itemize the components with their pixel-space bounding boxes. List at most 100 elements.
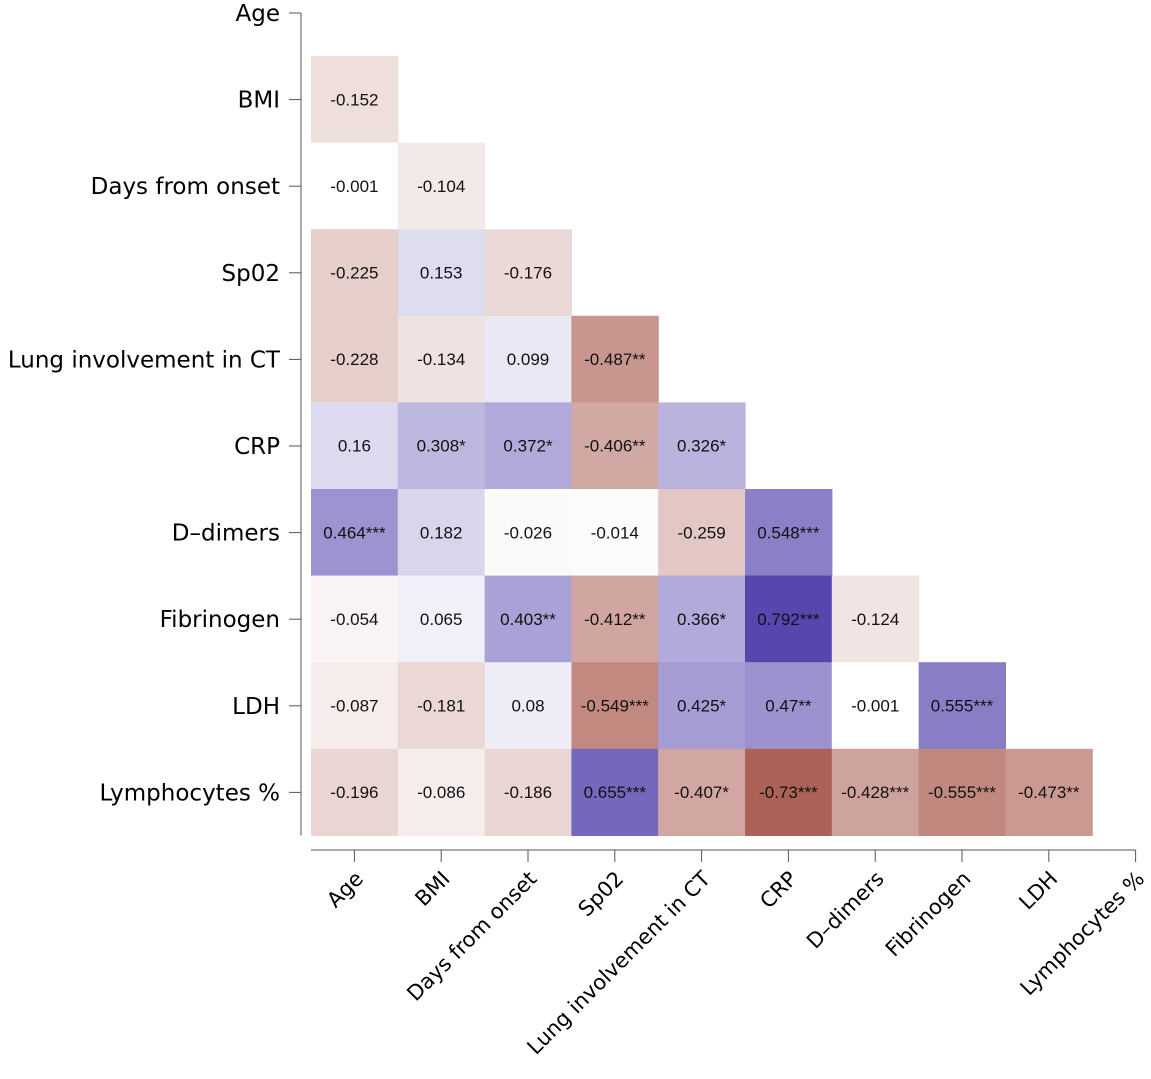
heatmap-cell [311, 662, 399, 750]
heatmap-cell [745, 748, 833, 836]
heatmap-cell [831, 662, 920, 750]
x-tick-label: D–dimers [802, 867, 889, 954]
heatmap-cell [658, 489, 746, 577]
heatmap-cell [484, 489, 572, 577]
heatmap-cell [831, 748, 920, 836]
heatmap-cell [397, 748, 486, 836]
cell-value-label: 0.182 [420, 523, 463, 542]
cell-value-label: -0.473** [1018, 783, 1080, 802]
cell-value-label: 0.464*** [323, 523, 386, 542]
y-tick-label: LDH [232, 694, 280, 720]
cell-value-label: -0.196 [330, 783, 378, 802]
x-tick-label: Fibrinogen [881, 867, 976, 962]
cell-value-label: 0.403** [500, 610, 556, 629]
heatmap-cell [397, 142, 486, 230]
cell-value-label: 0.372* [503, 437, 553, 456]
cell-value-label: -0.555*** [928, 783, 996, 802]
heatmap-cell [745, 575, 833, 663]
y-tick-label: D–dimers [172, 521, 280, 547]
heatmap-cell [397, 315, 486, 403]
cell-value-label: 0.326* [677, 437, 727, 456]
heatmap-cell [571, 402, 659, 490]
cell-value-label: -0.181 [417, 697, 465, 716]
heatmap-cell [397, 229, 486, 317]
cell-value-label: -0.124 [851, 610, 899, 629]
cell-value-label: 0.425* [677, 697, 727, 716]
heatmap-cell [397, 662, 486, 750]
cell-value-label: -0.134 [417, 350, 465, 369]
heatmap-cell [571, 662, 659, 750]
cell-value-label: 0.555*** [931, 697, 994, 716]
y-tick-label: Age [236, 1, 280, 27]
cell-value-label: -0.428*** [841, 783, 909, 802]
x-tick-label: LDH [1014, 867, 1062, 915]
y-tick-label: Fibrinogen [160, 607, 280, 633]
cell-value-label: -0.176 [504, 264, 552, 283]
heatmap-cell [311, 748, 399, 836]
heatmap-cell [397, 402, 486, 490]
cell-value-label: -0.406** [584, 437, 646, 456]
heatmap-cell [311, 402, 399, 490]
y-tick-label: Lymphocytes % [99, 780, 280, 806]
cell-value-label: 0.08 [511, 697, 544, 716]
cell-value-label: 0.099 [507, 350, 550, 369]
cell-value-label: -0.186 [504, 783, 552, 802]
heatmap-cell [571, 575, 659, 663]
cell-value-label: -0.228 [330, 350, 378, 369]
cell-value-label: -0.487** [584, 350, 646, 369]
heatmap-cell [311, 142, 399, 230]
heatmap-cell [311, 56, 399, 144]
cell-value-label: -0.549*** [581, 697, 649, 716]
cell-value-label: -0.152 [330, 90, 378, 109]
heatmap-cell [571, 489, 659, 577]
heatmap-cell [658, 575, 746, 663]
cell-value-label: -0.73*** [759, 783, 818, 802]
cell-value-label: -0.225 [330, 264, 378, 283]
cell-value-label: 0.16 [338, 437, 371, 456]
cell-value-label: -0.087 [330, 697, 378, 716]
heatmap-cell [484, 315, 572, 403]
heatmap-cell [311, 315, 399, 403]
cell-value-label: 0.655*** [584, 783, 647, 802]
x-tick-label: BMI [410, 867, 454, 911]
cell-value-label: -0.259 [677, 523, 725, 542]
y-axis: Age BMI Days from onset Sp02 Lung involvemen… [8, 1, 302, 836]
heatmap-cell [831, 575, 920, 663]
heatmap-cell [571, 315, 659, 403]
heatmap-cell [484, 662, 572, 750]
cell-value-label: 0.47** [765, 697, 812, 716]
heatmap-cell [484, 402, 572, 490]
heatmap-cell [311, 489, 399, 577]
heatmap-cell [311, 575, 399, 663]
heatmap-cell [397, 489, 486, 577]
heatmap-cell [397, 575, 486, 663]
heatmap-cell [571, 748, 659, 836]
y-tick-label: CRP [234, 434, 280, 460]
heatmap-cell [745, 662, 833, 750]
heatmap-cell [918, 748, 1006, 836]
x-tick-label: Age [322, 867, 368, 913]
cell-value-label: -0.001 [330, 177, 378, 196]
cell-value-label: 0.548*** [757, 523, 820, 542]
cell-value-label: -0.104 [417, 177, 465, 196]
cell-value-label: 0.308* [417, 437, 467, 456]
heatmap-cell [311, 229, 399, 317]
y-tick-label: Lung involvement in CT [8, 347, 281, 373]
cell-value-label: 0.065 [420, 610, 463, 629]
cell-value-label: -0.412** [584, 610, 646, 629]
cell-value-label: 0.366* [677, 610, 727, 629]
x-tick-label: CRP [755, 867, 802, 914]
heatmap-cell [745, 489, 833, 577]
cell-value-label: -0.014 [591, 523, 639, 542]
heatmap-cell [484, 748, 572, 836]
y-tick-label: Days from onset [91, 174, 280, 200]
heatmap-cell [658, 662, 746, 750]
heatmap-cells: -0.152 -0.001 -0.104 -0.225 0.153 -0.176 -0.22… [311, 56, 1093, 836]
heatmap-cell [484, 229, 572, 317]
y-tick-label: Sp02 [222, 261, 280, 287]
heatmap-cell [658, 748, 746, 836]
heatmap-cell [658, 402, 746, 490]
heatmap-cell [918, 662, 1006, 750]
